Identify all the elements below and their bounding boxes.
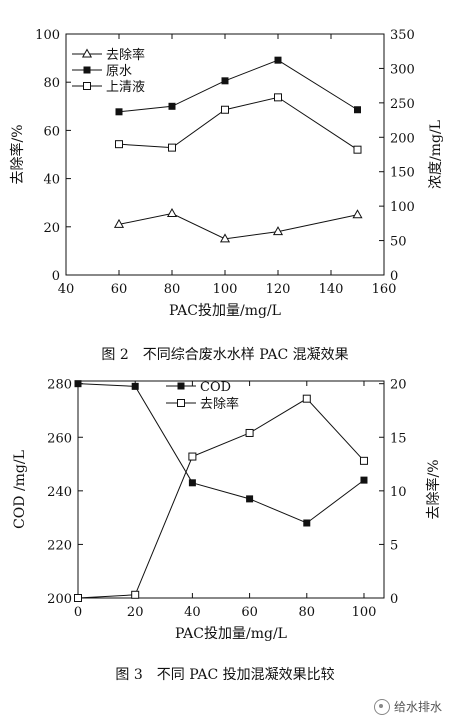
y-tick-label-right: 300 <box>390 62 415 77</box>
series-line-1 <box>77 398 365 599</box>
y-tick-label-left: 260 <box>47 431 72 446</box>
legend-marker <box>83 66 91 74</box>
data-point-series-0 <box>360 476 368 484</box>
legend-label: 去除率 <box>200 396 239 412</box>
y-tick-label-left: 220 <box>47 538 72 553</box>
data-point-series-1 <box>168 102 176 110</box>
data-point-series-2 <box>221 105 229 114</box>
y-tick-label-right: 15 <box>390 431 407 446</box>
data-point-series-0 <box>246 495 254 503</box>
y-tick-label-left: 60 <box>43 124 60 139</box>
data-point-series-1 <box>74 594 82 602</box>
y-tick-label-right: 0 <box>390 592 398 607</box>
data-point-series-2 <box>353 145 362 154</box>
plot-frame <box>77 380 385 599</box>
x-tick-label: 80 <box>299 605 316 620</box>
figure-3-caption: 图 3 不同 PAC 投加混凝效果比较 <box>115 667 335 683</box>
x-tick-label: 120 <box>266 282 291 297</box>
legend-marker <box>177 382 185 390</box>
data-point-series-1 <box>274 56 282 64</box>
y-tick-label-right: 5 <box>390 538 398 553</box>
x-tick-label: 40 <box>58 282 75 297</box>
legend-marker <box>177 399 185 407</box>
y-tick-label-right: 100 <box>390 200 415 215</box>
data-point-series-2 <box>274 93 282 102</box>
y-tick-label-right: 200 <box>390 131 415 146</box>
x-tick-label: 80 <box>164 282 181 297</box>
x-tick-label: 40 <box>184 605 201 620</box>
y-tick-label-left: 240 <box>47 485 72 500</box>
y-axis-title-left: COD /mg/L <box>12 450 28 529</box>
x-axis-title: PAC投加量/mg/L <box>169 303 281 319</box>
figure-2-caption: 图 2 不同综合废水水样 PAC 混凝效果 <box>101 347 349 363</box>
y-tick-label-right: 150 <box>390 166 415 181</box>
x-tick-label: 140 <box>319 282 344 297</box>
data-point-series-0 <box>352 209 363 219</box>
legend-label: COD <box>200 380 231 395</box>
y-tick-label-left: 200 <box>47 592 72 607</box>
legend-marker <box>81 48 93 58</box>
y-tick-label-right: 350 <box>390 28 415 43</box>
y-tick-label-right: 250 <box>390 97 415 112</box>
data-point-series-1 <box>115 108 123 116</box>
y-tick-label-right: 50 <box>390 235 407 250</box>
chart-pac-dosage-wastewater: 40 60 80 100 120 140 1600204060801000501001502… <box>9 28 444 319</box>
y-tick-label-right: 20 <box>390 378 407 393</box>
data-point-series-2 <box>168 143 176 152</box>
series-line-0 <box>77 383 365 524</box>
watermark-text: 给水排水 <box>393 700 442 714</box>
data-point-series-1 <box>188 452 197 461</box>
series-line-0 <box>118 213 358 240</box>
y-tick-label-left: 100 <box>35 28 60 43</box>
y-tick-label-left: 80 <box>43 76 60 91</box>
data-point-series-1 <box>221 77 229 85</box>
y-tick-label-left: 0 <box>52 269 60 284</box>
y-tick-label-right: 0 <box>390 269 398 284</box>
series-line-1 <box>118 59 358 113</box>
y-tick-label-left: 20 <box>43 221 60 236</box>
data-point-series-0 <box>131 382 139 390</box>
y-axis-title-right: 浓度/mg/L <box>428 120 444 189</box>
data-point-series-1 <box>359 456 368 465</box>
x-tick-label: 0 <box>74 605 82 620</box>
data-point-series-1 <box>354 106 361 114</box>
legend-label: 去除率 <box>106 47 145 63</box>
y-axis-title-right: 去除率/% <box>425 459 442 519</box>
x-axis-title: PAC投加量/mg/L <box>175 626 287 642</box>
data-point-series-0 <box>219 233 231 243</box>
x-tick-label: 100 <box>352 605 377 620</box>
data-point-series-0 <box>166 208 178 218</box>
x-tick-label: 160 <box>372 282 397 297</box>
legend-marker <box>83 82 91 90</box>
data-point-series-0 <box>74 380 82 388</box>
data-point-series-0 <box>113 218 125 228</box>
watermark: 给水排水 <box>373 698 442 715</box>
x-tick-label: 100 <box>213 282 238 297</box>
data-point-series-0 <box>188 479 196 487</box>
chart-pac-cod-comparison: 0 20 40 60 80 100 200 220 240 260 280 0 5 10 15 20 PAC投加… <box>12 378 442 642</box>
y-tick-label-left: 40 <box>43 173 60 188</box>
wechat-logo-icon <box>373 698 390 715</box>
data-point-series-0 <box>272 226 284 236</box>
data-point-series-0 <box>303 519 311 527</box>
legend-label: 上清液 <box>106 80 145 95</box>
data-point-series-2 <box>115 140 123 149</box>
x-tick-label: 60 <box>111 282 128 297</box>
x-tick-label: 60 <box>241 605 258 620</box>
data-point-series-1 <box>131 590 140 599</box>
series-line-2 <box>118 96 358 151</box>
y-tick-label-right: 10 <box>390 485 407 500</box>
data-point-series-1 <box>245 428 254 437</box>
legend-label: 原水 <box>106 64 132 79</box>
x-tick-label: 20 <box>127 605 144 620</box>
y-axis-title-left: 去除率/% <box>9 124 26 184</box>
y-tick-label-left: 280 <box>47 378 72 393</box>
data-point-series-1 <box>302 394 311 403</box>
